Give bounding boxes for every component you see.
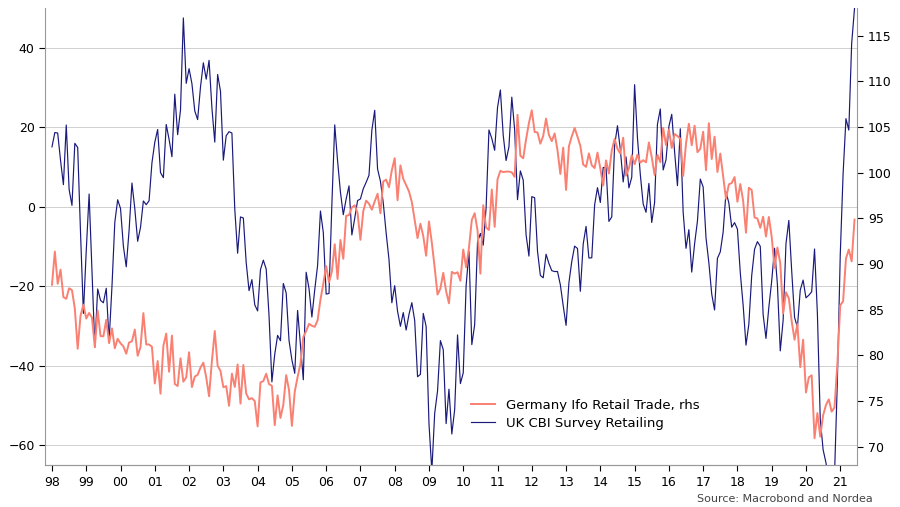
Text: Source: Macrobond and Nordea: Source: Macrobond and Nordea bbox=[698, 494, 873, 504]
Legend: Germany Ifo Retail Trade, rhs, UK CBI Survey Retailing: Germany Ifo Retail Trade, rhs, UK CBI Su… bbox=[466, 394, 705, 436]
